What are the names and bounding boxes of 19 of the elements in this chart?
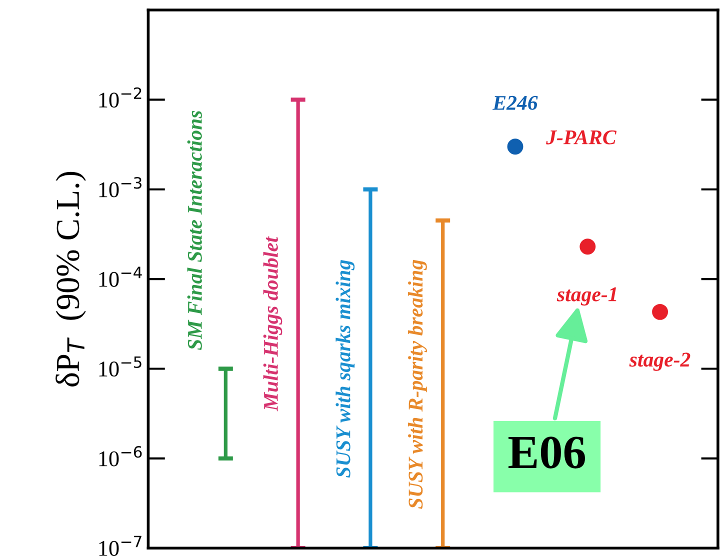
y-tick-label: 10$^{−5}$: [99, 356, 142, 377]
x-tick-label: stage-1: [556, 287, 616, 306]
y-tick-label: 10$^{−4}$: [99, 266, 142, 287]
y-tick-label: 10$^{−6}$: [99, 446, 142, 466]
x-tick-label: stage-2: [629, 352, 690, 371]
y-tick-label: 10$^{−7}$: [99, 536, 142, 556]
x-tick-label: Multi-Higgs doublet: [263, 236, 282, 412]
annotation: E06: [508, 436, 585, 468]
x-tick-label: E246: [492, 96, 538, 110]
y-tick-label: 10$^{−2}$: [99, 87, 142, 108]
point: [580, 238, 596, 255]
y-axis-title: δP$_{T}$ (90% C.L.): [56, 172, 86, 386]
point: [507, 138, 524, 155]
point: [652, 304, 668, 320]
x-tick-label: SUSY with R-parity breaking: [408, 260, 427, 509]
x-tick-label: SM Final State Interactions: [187, 110, 202, 350]
x-tick-label: SUSY with sqarks mixing: [336, 260, 355, 478]
y-tick-label: 10$^{−3}$: [99, 177, 142, 198]
annotation: J-PARC: [546, 130, 617, 144]
